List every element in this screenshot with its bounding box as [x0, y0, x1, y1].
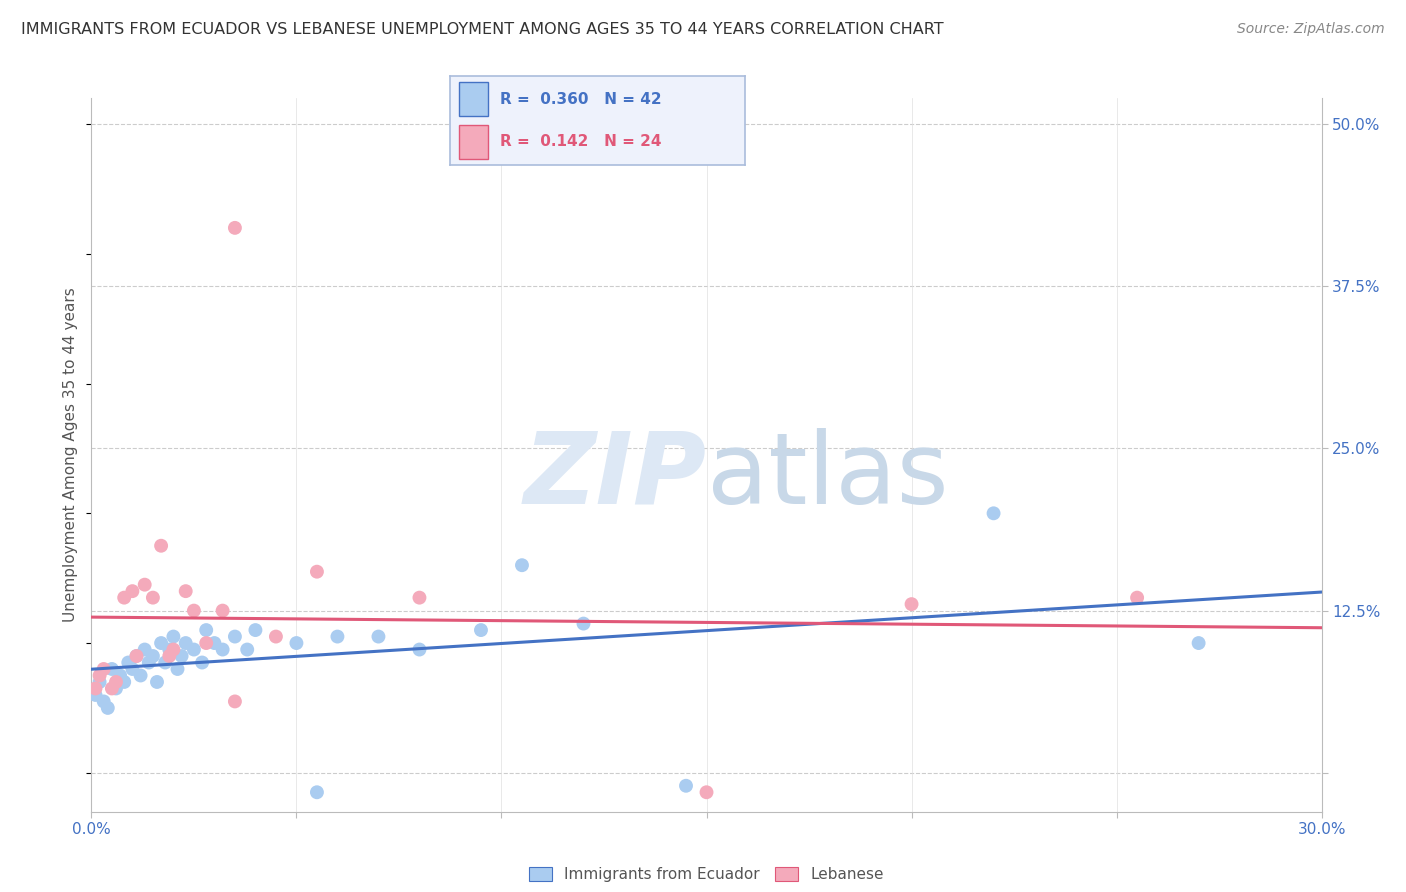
Point — [157, 642, 180, 657]
Point — [105, 675, 127, 690]
Point — [93, 662, 115, 676]
Point — [170, 648, 193, 663]
Point — [134, 642, 156, 657]
Point — [285, 636, 308, 650]
Point — [1187, 636, 1209, 650]
Point — [983, 506, 1005, 520]
Text: Source: ZipAtlas.com: Source: ZipAtlas.com — [1237, 22, 1385, 37]
Point — [101, 662, 124, 676]
Point — [129, 668, 152, 682]
Point — [150, 539, 173, 553]
Point — [236, 642, 259, 657]
Point — [89, 675, 111, 690]
Point — [211, 604, 233, 618]
Point — [245, 623, 267, 637]
Point — [195, 636, 218, 650]
Point — [84, 688, 107, 702]
Point — [183, 642, 205, 657]
Point — [134, 577, 156, 591]
Point — [264, 630, 287, 644]
Point — [326, 630, 349, 644]
Point — [112, 591, 135, 605]
Point — [97, 701, 120, 715]
Point — [202, 636, 225, 650]
Legend: Immigrants from Ecuador, Lebanese: Immigrants from Ecuador, Lebanese — [523, 861, 890, 888]
Point — [195, 623, 218, 637]
Point — [695, 785, 717, 799]
Bar — [458, 125, 488, 159]
Point — [162, 642, 184, 657]
Point — [675, 779, 697, 793]
Point — [153, 656, 177, 670]
Point — [125, 648, 148, 663]
Point — [93, 694, 115, 708]
Text: R =  0.360   N = 42: R = 0.360 N = 42 — [501, 92, 662, 106]
Point — [142, 648, 165, 663]
Point — [157, 648, 180, 663]
Text: R =  0.142   N = 24: R = 0.142 N = 24 — [501, 135, 662, 149]
Point — [105, 681, 127, 696]
Point — [408, 642, 430, 657]
Point — [305, 565, 328, 579]
Point — [150, 636, 173, 650]
Point — [211, 642, 233, 657]
Point — [900, 597, 922, 611]
Point — [224, 220, 246, 235]
Point — [224, 694, 246, 708]
Point — [572, 616, 595, 631]
Point — [84, 681, 107, 696]
Point — [1126, 591, 1149, 605]
Point — [470, 623, 492, 637]
Point — [510, 558, 533, 573]
Point — [162, 630, 184, 644]
Y-axis label: Unemployment Among Ages 35 to 44 years: Unemployment Among Ages 35 to 44 years — [63, 287, 79, 623]
Point — [183, 604, 205, 618]
Point — [138, 656, 160, 670]
Text: IMMIGRANTS FROM ECUADOR VS LEBANESE UNEMPLOYMENT AMONG AGES 35 TO 44 YEARS CORRE: IMMIGRANTS FROM ECUADOR VS LEBANESE UNEM… — [21, 22, 943, 37]
Point — [174, 636, 197, 650]
Point — [166, 662, 188, 676]
Point — [305, 785, 328, 799]
Point — [89, 668, 111, 682]
Point — [121, 662, 143, 676]
Point — [191, 656, 214, 670]
Point — [125, 648, 148, 663]
Point — [174, 584, 197, 599]
Text: ZIP: ZIP — [523, 428, 706, 524]
Point — [408, 591, 430, 605]
Point — [142, 591, 165, 605]
Point — [224, 630, 246, 644]
Bar — [458, 82, 488, 116]
Point — [367, 630, 389, 644]
Point — [108, 668, 131, 682]
Point — [112, 675, 135, 690]
Text: atlas: atlas — [706, 428, 948, 524]
Point — [101, 681, 124, 696]
Point — [146, 675, 169, 690]
Point — [121, 584, 143, 599]
Point — [117, 656, 139, 670]
